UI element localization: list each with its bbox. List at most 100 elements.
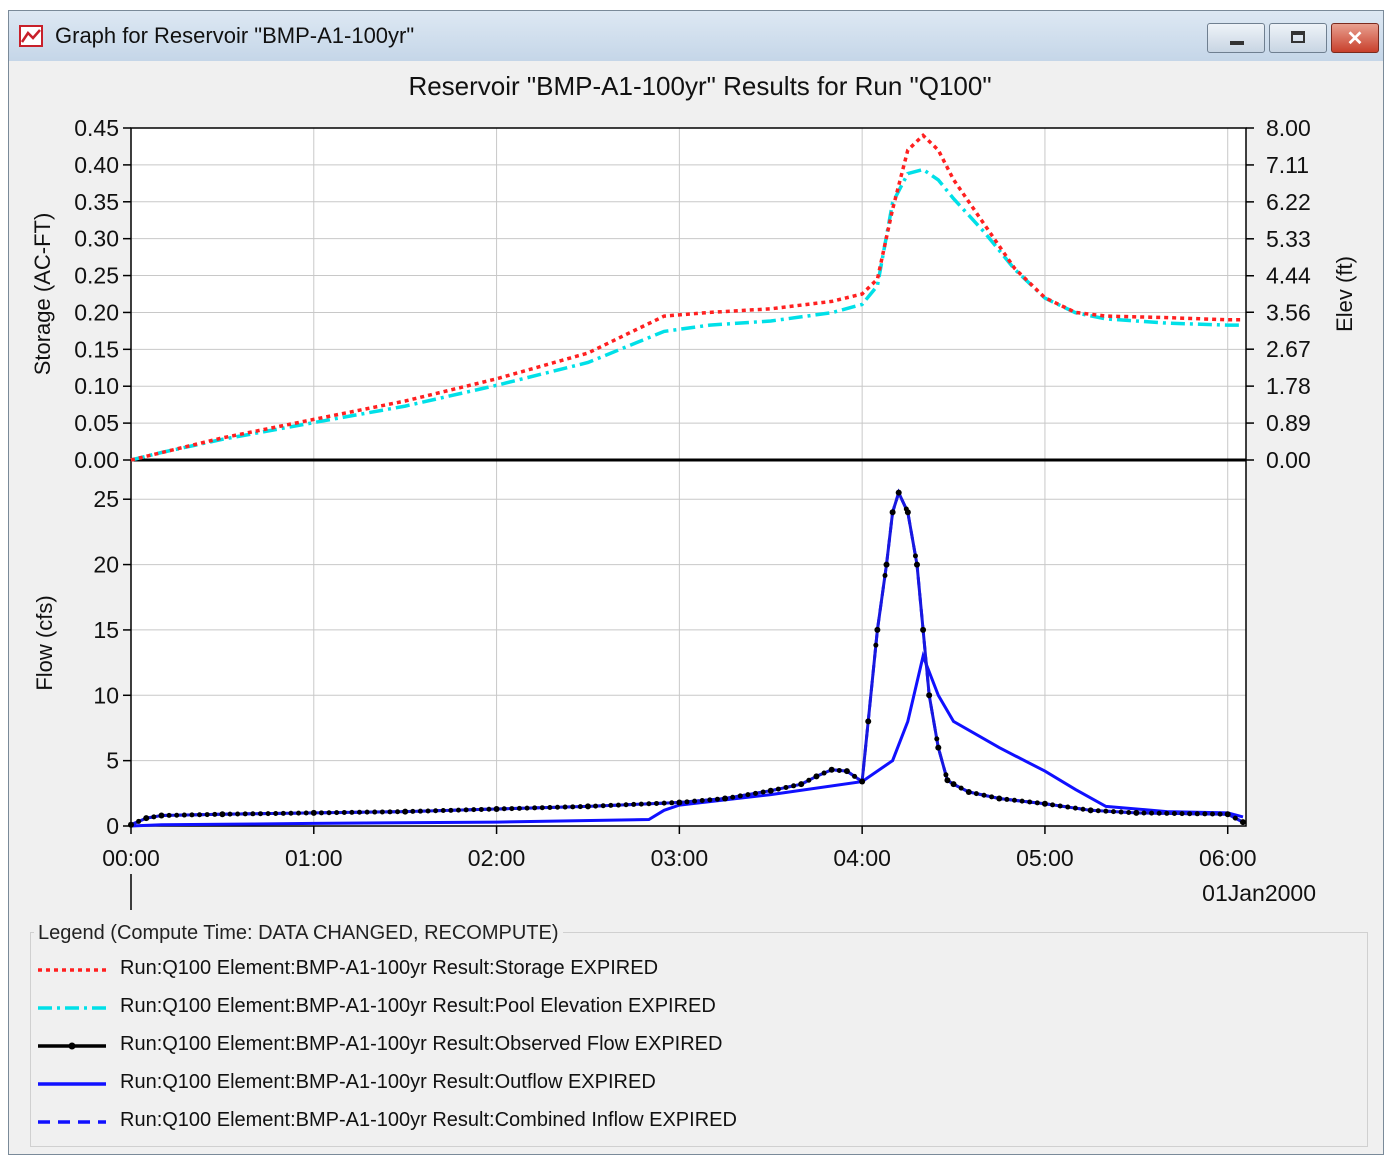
x-tick-label: 00:00 <box>102 845 160 871</box>
observed-flow-point <box>471 807 477 813</box>
observed-flow-point <box>448 807 454 813</box>
y-tick-label: 0.45 <box>74 115 119 141</box>
observed-flow-point <box>684 799 690 805</box>
y2-tick-label: 6.22 <box>1266 189 1311 215</box>
observed-flow-point <box>417 808 423 814</box>
observed-flow-point <box>1202 811 1208 817</box>
observed-flow-point <box>577 804 583 810</box>
observed-flow-point <box>1034 800 1040 806</box>
observed-flow-point <box>791 783 797 789</box>
observed-flow-point <box>836 767 842 773</box>
y-tick-label: 0.35 <box>74 189 119 215</box>
observed-flow-point <box>181 812 187 818</box>
observed-flow-point <box>934 736 940 742</box>
observed-flow-point <box>288 810 294 816</box>
observed-flow-point <box>1217 811 1223 817</box>
observed-flow-point <box>944 777 951 784</box>
observed-flow-point <box>661 800 667 806</box>
x-date-label: 01Jan2000 <box>1202 880 1316 906</box>
y-tick-label: 25 <box>93 486 119 512</box>
observed-flow-point <box>737 793 743 799</box>
observed-flow-point <box>608 802 614 808</box>
observed-flow-point <box>730 794 736 800</box>
observed-flow-point <box>1019 798 1025 804</box>
observed-flow-point <box>584 803 591 810</box>
minimize-icon <box>1230 41 1244 45</box>
observed-flow-point <box>593 803 599 809</box>
x-tick-label: 01:00 <box>285 845 343 871</box>
observed-flow-point <box>1103 808 1109 814</box>
title-bar[interactable]: Graph for Reservoir "BMP-A1-100yr" ✕ <box>9 11 1383 61</box>
y-tick-label: 20 <box>93 552 119 578</box>
observed-flow-point <box>532 805 538 811</box>
observed-flow-point <box>753 790 759 796</box>
observed-flow-point <box>326 810 332 816</box>
observed-flow-point <box>1087 807 1094 814</box>
observed-flow-point <box>570 804 576 810</box>
observed-flow-point <box>903 506 909 512</box>
observed-flow-point <box>555 804 561 810</box>
y-tick-label: 0.00 <box>74 447 119 473</box>
observed-flow-point <box>973 791 979 797</box>
plot-frame <box>130 127 1247 827</box>
observed-flow-point <box>197 812 203 818</box>
close-button[interactable]: ✕ <box>1331 23 1379 53</box>
observed-flow-point <box>950 781 957 788</box>
observed-flow-point <box>143 815 150 822</box>
x-tick-label: 05:00 <box>1016 845 1074 871</box>
observed-flow-point <box>303 810 309 816</box>
y-tick-label: 0.40 <box>74 152 119 178</box>
legend-swatch <box>38 1042 106 1050</box>
y2-tick-label: 0.00 <box>1266 447 1311 473</box>
observed-flow-point <box>227 811 233 817</box>
maximize-button[interactable] <box>1269 23 1327 53</box>
legend-swatch <box>38 968 106 972</box>
observed-flow-point <box>539 805 545 811</box>
observed-flow-point <box>1239 819 1246 826</box>
observed-flow-point <box>1187 811 1193 817</box>
observed-flow-point <box>372 809 378 815</box>
observed-flow-point <box>1004 796 1010 802</box>
observed-flow-point <box>821 770 827 776</box>
y2-tick-label: 4.44 <box>1266 263 1311 289</box>
observed-flow-point <box>631 801 637 807</box>
y2-tick-label: 1.78 <box>1266 373 1311 399</box>
observed-flow-point <box>410 808 416 814</box>
observed-flow-point <box>280 810 286 816</box>
storage-line <box>130 132 1243 462</box>
legend-title: Legend (Compute Time: DATA CHANGED, RECO… <box>34 922 563 945</box>
observed-flow-point <box>926 692 933 699</box>
observed-flow-point <box>1133 809 1140 816</box>
observed-flow-point <box>989 794 995 800</box>
observed-flow-point <box>1110 809 1116 815</box>
observed-flow-point <box>1141 810 1147 816</box>
observed-flow-point <box>310 809 317 816</box>
observed-flow-point <box>1080 806 1086 812</box>
legend-label: Run:Q100 Element:BMP-A1-100yr Result:Out… <box>120 1071 656 1093</box>
observed-flow-point <box>760 789 766 795</box>
observed-flow-point <box>1072 805 1078 811</box>
observed-flow-point <box>699 798 705 804</box>
x-tick-label: 03:00 <box>651 845 709 871</box>
observed-flow-point <box>1050 802 1056 808</box>
x-tick-label: 06:00 <box>1199 845 1257 871</box>
observed-flow-point <box>296 810 302 816</box>
observed-flow-point <box>707 797 713 803</box>
observed-flow-point <box>943 772 949 778</box>
legend-label: Run:Q100 Element:BMP-A1-100yr Result:Sto… <box>120 957 659 979</box>
observed-flow-point <box>1118 809 1124 815</box>
observed-flow-point <box>136 818 142 824</box>
observed-flow-point <box>920 626 927 633</box>
observed-flow-point <box>334 810 340 816</box>
observed-flow-point <box>958 785 964 791</box>
observed-flow-point <box>889 509 896 516</box>
observed-flow-point <box>722 795 729 802</box>
observed-flow-point <box>379 809 385 815</box>
observed-flow-point <box>1057 803 1063 809</box>
observed-flow-point <box>1126 809 1132 815</box>
minimize-button[interactable] <box>1207 23 1265 53</box>
observed-flow-point <box>318 810 324 816</box>
legend-swatch <box>38 1082 106 1086</box>
legend-label: Run:Q100 Element:BMP-A1-100yr Result:Com… <box>120 1109 737 1131</box>
observed-flow-point <box>1011 797 1017 803</box>
